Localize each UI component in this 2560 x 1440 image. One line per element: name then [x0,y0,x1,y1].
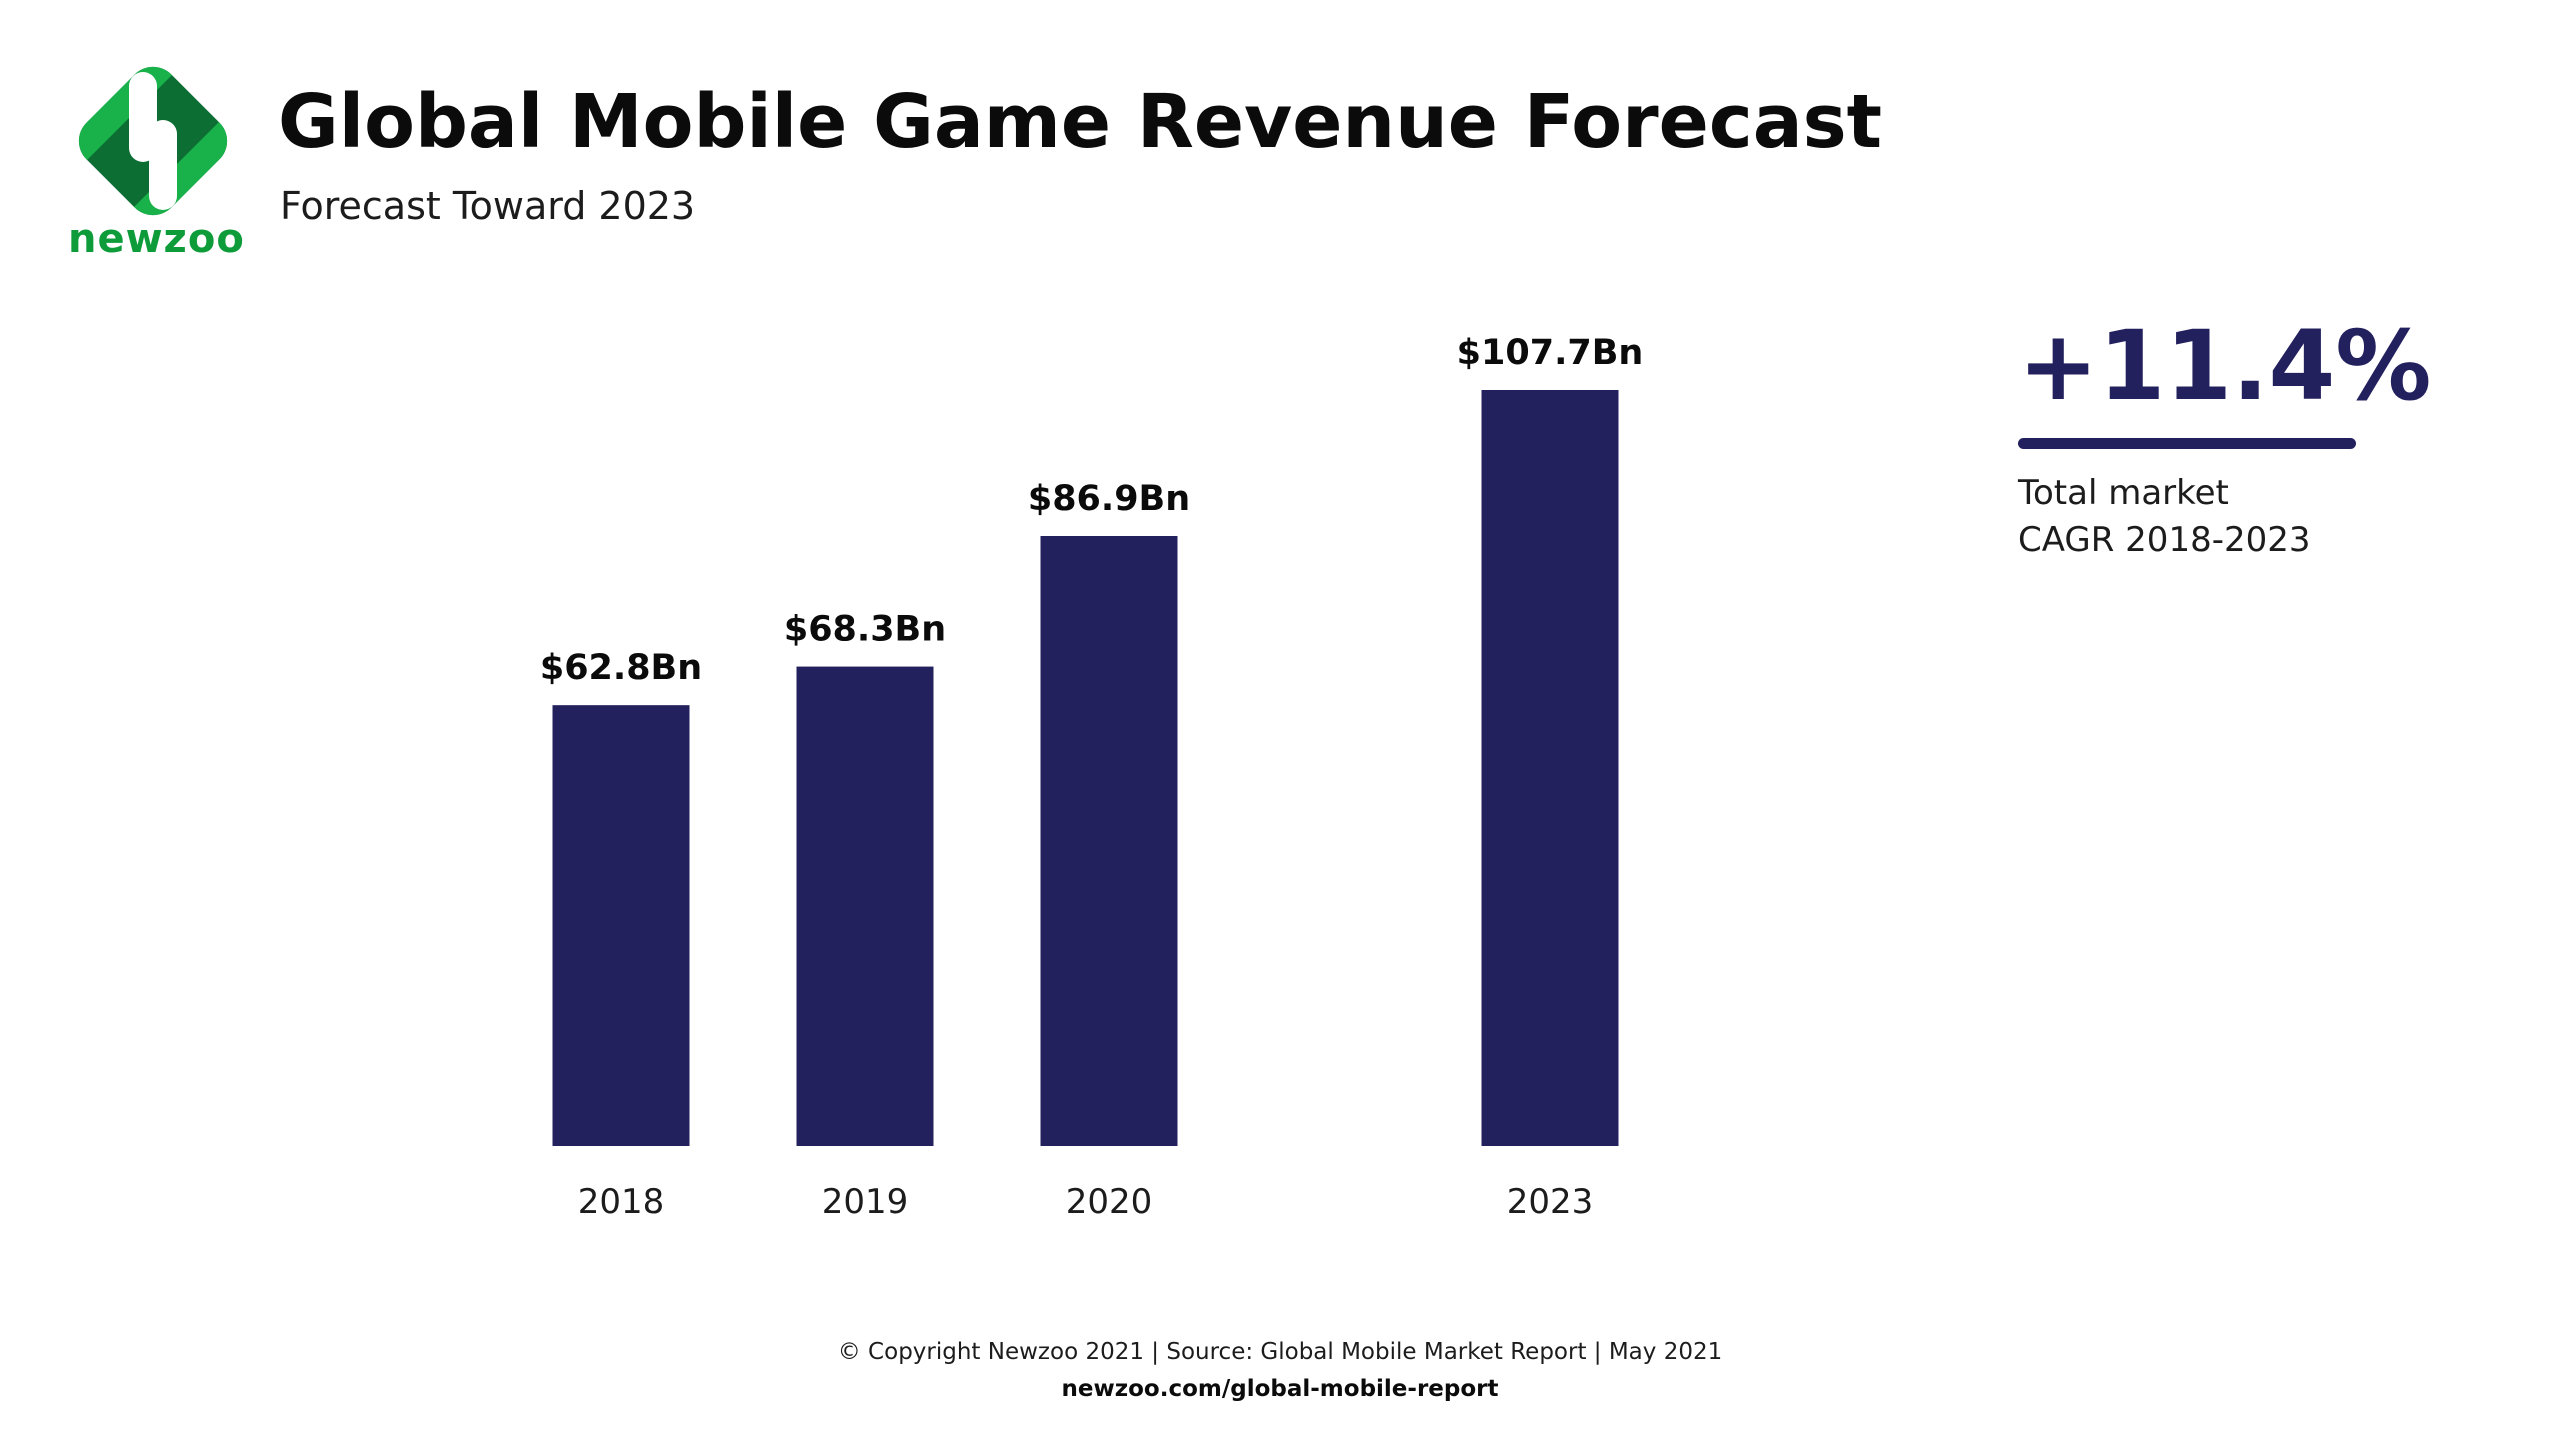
footer-copyright: © Copyright Newzoo 2021 | Source: Global… [837,1339,1723,1365]
data-label-2019: $68.3Bn [784,610,946,650]
newzoo-logo-text: newzoo [68,216,245,262]
cagr-value: +11.4% [2018,310,2432,422]
x-tick-label-2019: 2019 [822,1182,909,1222]
cagr-label-line-2: CAGR 2018-2023 [2018,520,2311,560]
cagr-label: Total market CAGR 2018-2023 [2018,470,2418,564]
data-label-2023: $107.7Bn [1457,333,1644,373]
page-title: Global Mobile Game Revenue Forecast [278,79,1883,165]
x-tick-label-2018: 2018 [578,1182,665,1222]
newzoo-logo-icon [68,56,238,226]
x-tick-label-2020: 2020 [1066,1182,1153,1222]
data-label-2020: $86.9Bn [1028,479,1190,519]
bar-2020 [1040,536,1178,1146]
bar-2019 [796,666,934,1146]
footer-url[interactable]: newzoo.com/global-mobile-report [1061,1376,1499,1402]
cagr-underline [2018,438,2356,449]
bar-2023 [1481,390,1619,1146]
bar-2018 [552,705,690,1146]
x-tick-label-2023: 2023 [1507,1182,1594,1222]
newzoo-logo: newzoo [68,56,245,266]
cagr-label-line-1: Total market [2018,473,2229,513]
data-label-2018: $62.8Bn [540,648,702,688]
page-subtitle: Forecast Toward 2023 [280,184,696,228]
